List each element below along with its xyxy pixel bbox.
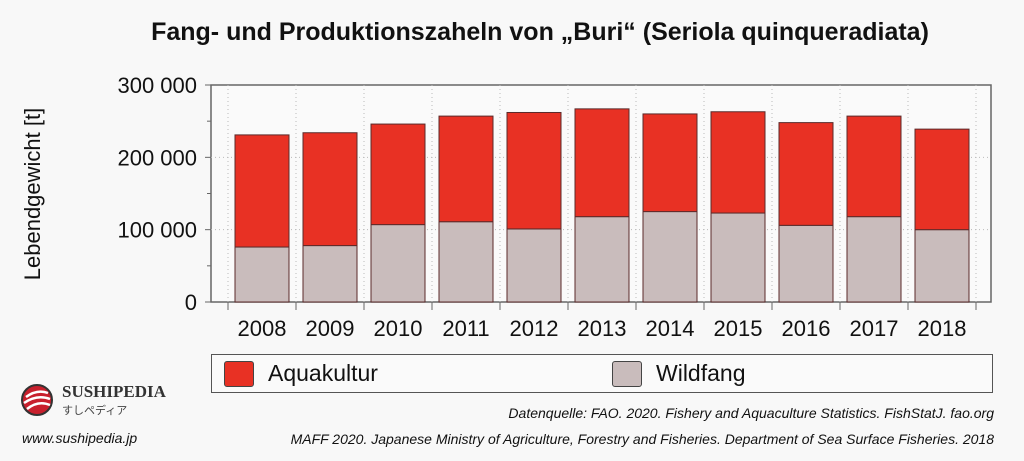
website-url[interactable]: www.sushipedia.jp <box>22 430 138 446</box>
x-tick-label: 2012 <box>510 316 559 341</box>
y-tick-label: 200 000 <box>117 145 197 170</box>
legend-item-wildfang: Wildfang <box>612 360 745 387</box>
bar-aquakultur-2011 <box>438 115 494 223</box>
bar-wildfang-2010 <box>370 224 426 303</box>
x-tick-label: 2010 <box>374 316 423 341</box>
logo-text: SUSHIPEDIA <box>62 382 166 401</box>
bar-aquakultur-2015 <box>710 111 766 214</box>
bar-wildfang-2014 <box>642 211 698 303</box>
bar-wildfang-2009 <box>302 245 358 303</box>
x-tick-label: 2008 <box>238 316 287 341</box>
bar-aquakultur-2010 <box>370 123 426 226</box>
x-tick-label: 2013 <box>578 316 627 341</box>
x-tick-label: 2009 <box>306 316 355 341</box>
bar-aquakultur-2013 <box>574 108 630 218</box>
bar-wildfang-2018 <box>914 229 970 303</box>
y-axis-label: Lebendgewicht [t] <box>20 108 45 280</box>
chart-title: Fang- und Produktionszaheln von „Buri“ (… <box>151 18 929 46</box>
legend-swatch-aquakultur <box>224 360 254 387</box>
x-tick-label: 2015 <box>714 316 763 341</box>
legend-item-aquakultur: Aquakultur <box>224 360 378 387</box>
bar-wildfang-2011 <box>438 221 494 303</box>
bar-aquakultur-2014 <box>642 113 698 213</box>
bar-wildfang-2017 <box>846 216 902 303</box>
logo-subtext: すしペディア <box>62 405 128 417</box>
y-tick-label: 100 000 <box>117 218 197 243</box>
y-tick-label: 0 <box>185 290 197 315</box>
legend: Aquakultur Wildfang <box>211 354 993 393</box>
legend-swatch-wildfang <box>612 360 642 387</box>
bar-aquakultur-2017 <box>846 115 902 218</box>
sushi-logo-icon <box>21 384 53 416</box>
sushipedia-logo: SUSHIPEDIA すしペディア <box>20 382 166 418</box>
legend-label: Wildfang <box>656 360 746 386</box>
bar-aquakultur-2008 <box>234 134 290 248</box>
bar-aquakultur-2018 <box>914 128 970 231</box>
x-tick-label: 2011 <box>442 316 489 341</box>
legend-label: Aquakultur <box>268 360 378 386</box>
bar-wildfang-2008 <box>234 246 290 303</box>
x-tick-label: 2016 <box>782 316 831 341</box>
bar-wildfang-2013 <box>574 216 630 303</box>
bar-aquakultur-2016 <box>778 122 834 226</box>
x-tick-label: 2014 <box>646 316 695 341</box>
bar-chart: 0 100 000 200 000 300 000 2008 2009 2010 2011 20… <box>20 73 992 341</box>
bar-aquakultur-2009 <box>302 132 358 247</box>
bar-aquakultur-2012 <box>506 111 562 230</box>
x-tick-label: 2018 <box>918 316 967 341</box>
x-tick-label: 2017 <box>850 316 899 341</box>
bar-wildfang-2015 <box>710 212 766 303</box>
bar-wildfang-2016 <box>778 224 834 303</box>
source-note-2: MAFF 2020. Japanese Ministry of Agricult… <box>290 431 994 447</box>
bar-wildfang-2012 <box>506 228 562 303</box>
y-tick-label: 300 000 <box>117 73 197 98</box>
source-note-1: Datenquelle: FAO. 2020. Fishery and Aqua… <box>508 405 994 421</box>
